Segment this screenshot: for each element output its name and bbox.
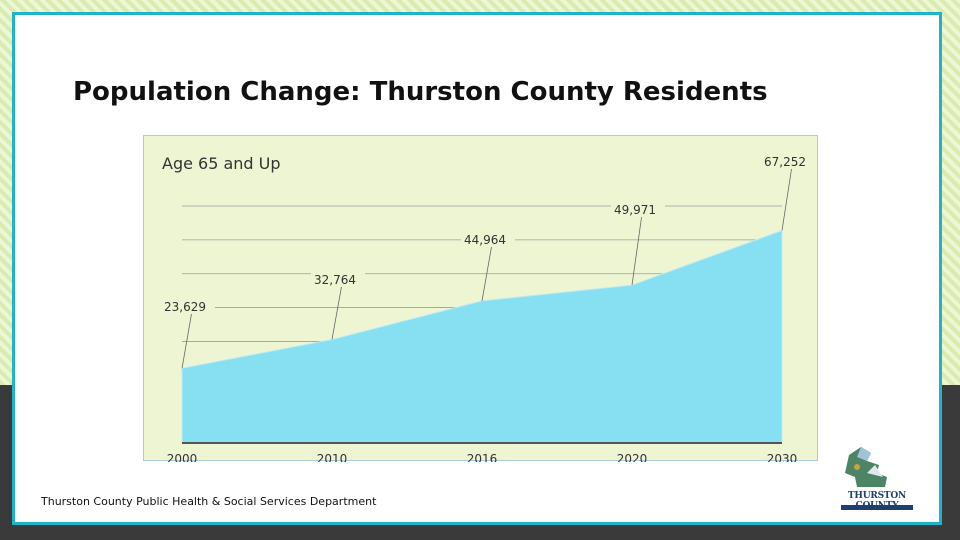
data-label-leader: [331, 283, 343, 340]
footer-text: Thurston County Public Health & Social S…: [41, 495, 377, 508]
x-tick-label: 2000: [167, 452, 198, 462]
x-tick-label: 2030: [767, 452, 798, 462]
data-label: 32,764: [314, 273, 356, 287]
data-label: 67,252: [764, 155, 806, 169]
data-label-background: [761, 153, 815, 169]
area-series: [181, 229, 783, 444]
data-label: 49,971: [614, 203, 656, 217]
chart-panel: Age 65 and Up 2000 2010 2016 2020 2030 23,629…: [143, 135, 818, 462]
slide-frame: Population Change: Thurston County Resid…: [12, 12, 942, 525]
data-label-background: [461, 231, 515, 247]
data-label-background: [311, 271, 365, 287]
area-chart: 2000 2010 2016 2020 2030 23,629 32,764 44,964 49…: [161, 153, 815, 462]
data-label: 23,629: [164, 300, 206, 314]
data-label-leader: [631, 213, 643, 286]
slide-title: Population Change: Thurston County Resid…: [73, 77, 768, 107]
chart-subtitle: Age 65 and Up: [162, 154, 281, 173]
data-label-leader: [481, 243, 493, 301]
data-label-leader: [781, 165, 793, 231]
data-label-background: [611, 201, 665, 217]
logo-underline: [841, 505, 913, 510]
x-tick-label: 2016: [467, 452, 498, 462]
data-label-background: [161, 298, 215, 314]
x-tick-label: 2010: [317, 452, 348, 462]
data-label-leader: [181, 310, 193, 369]
county-logo: THURSTON COUNTY: [827, 443, 927, 515]
data-label: 44,964: [464, 233, 506, 247]
county-map-icon: [845, 447, 887, 487]
x-tick-label: 2020: [617, 452, 648, 462]
